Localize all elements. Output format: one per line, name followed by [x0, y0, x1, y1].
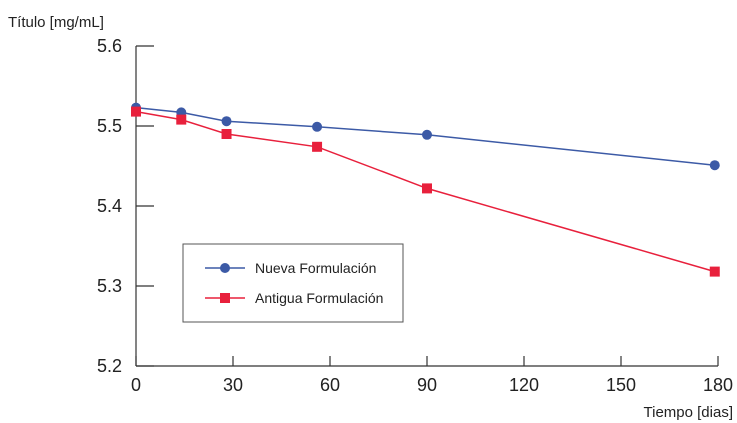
x-tick-label: 120: [509, 375, 539, 395]
y-tick-label: 5.3: [97, 276, 122, 296]
data-point: [709, 160, 720, 171]
legend-marker-antigua: [220, 293, 230, 303]
series-line: [135, 106, 715, 166]
legend-label-nueva: Nueva Formulación: [255, 260, 376, 276]
data-point: [221, 129, 232, 139]
data-point: [131, 106, 141, 117]
y-tick-label: 5.6: [97, 36, 122, 56]
legend-box: [182, 243, 404, 323]
data-point: [709, 266, 720, 277]
data-point: [422, 129, 432, 140]
x-axis-label: Tiempo [dias]: [644, 404, 733, 421]
data-point: [221, 116, 232, 127]
x-tick-label: 90: [417, 375, 437, 395]
y-axis-label: Título [mg/mL]: [8, 14, 104, 31]
legend-label-antigua: Antigua Formulación: [255, 290, 383, 306]
y-tick-label: 5.5: [97, 116, 122, 136]
y-tick-label: 5.2: [97, 356, 122, 376]
data-point: [176, 114, 187, 125]
legend: Nueva Formulación Antigua Formulación: [182, 243, 404, 323]
x-tick-label: 180: [703, 375, 733, 395]
series-nueva: [131, 102, 720, 171]
legend-marker-nueva: [220, 263, 230, 273]
x-tick-label: 0: [131, 375, 141, 395]
data-point: [312, 141, 323, 152]
x-tick-label: 60: [320, 375, 340, 395]
x-ticks: 0 30 60 90 120 150 180: [131, 356, 733, 395]
x-tick-label: 150: [606, 375, 636, 395]
series-antigua: [131, 106, 720, 277]
data-point: [312, 121, 323, 132]
series-layer: [131, 102, 720, 277]
x-tick-label: 30: [223, 375, 243, 395]
series-line: [135, 110, 716, 273]
y-tick-label: 5.4: [97, 196, 122, 216]
data-point: [422, 183, 432, 194]
y-ticks: 5.2 5.3 5.4 5.5 5.6: [97, 36, 154, 376]
